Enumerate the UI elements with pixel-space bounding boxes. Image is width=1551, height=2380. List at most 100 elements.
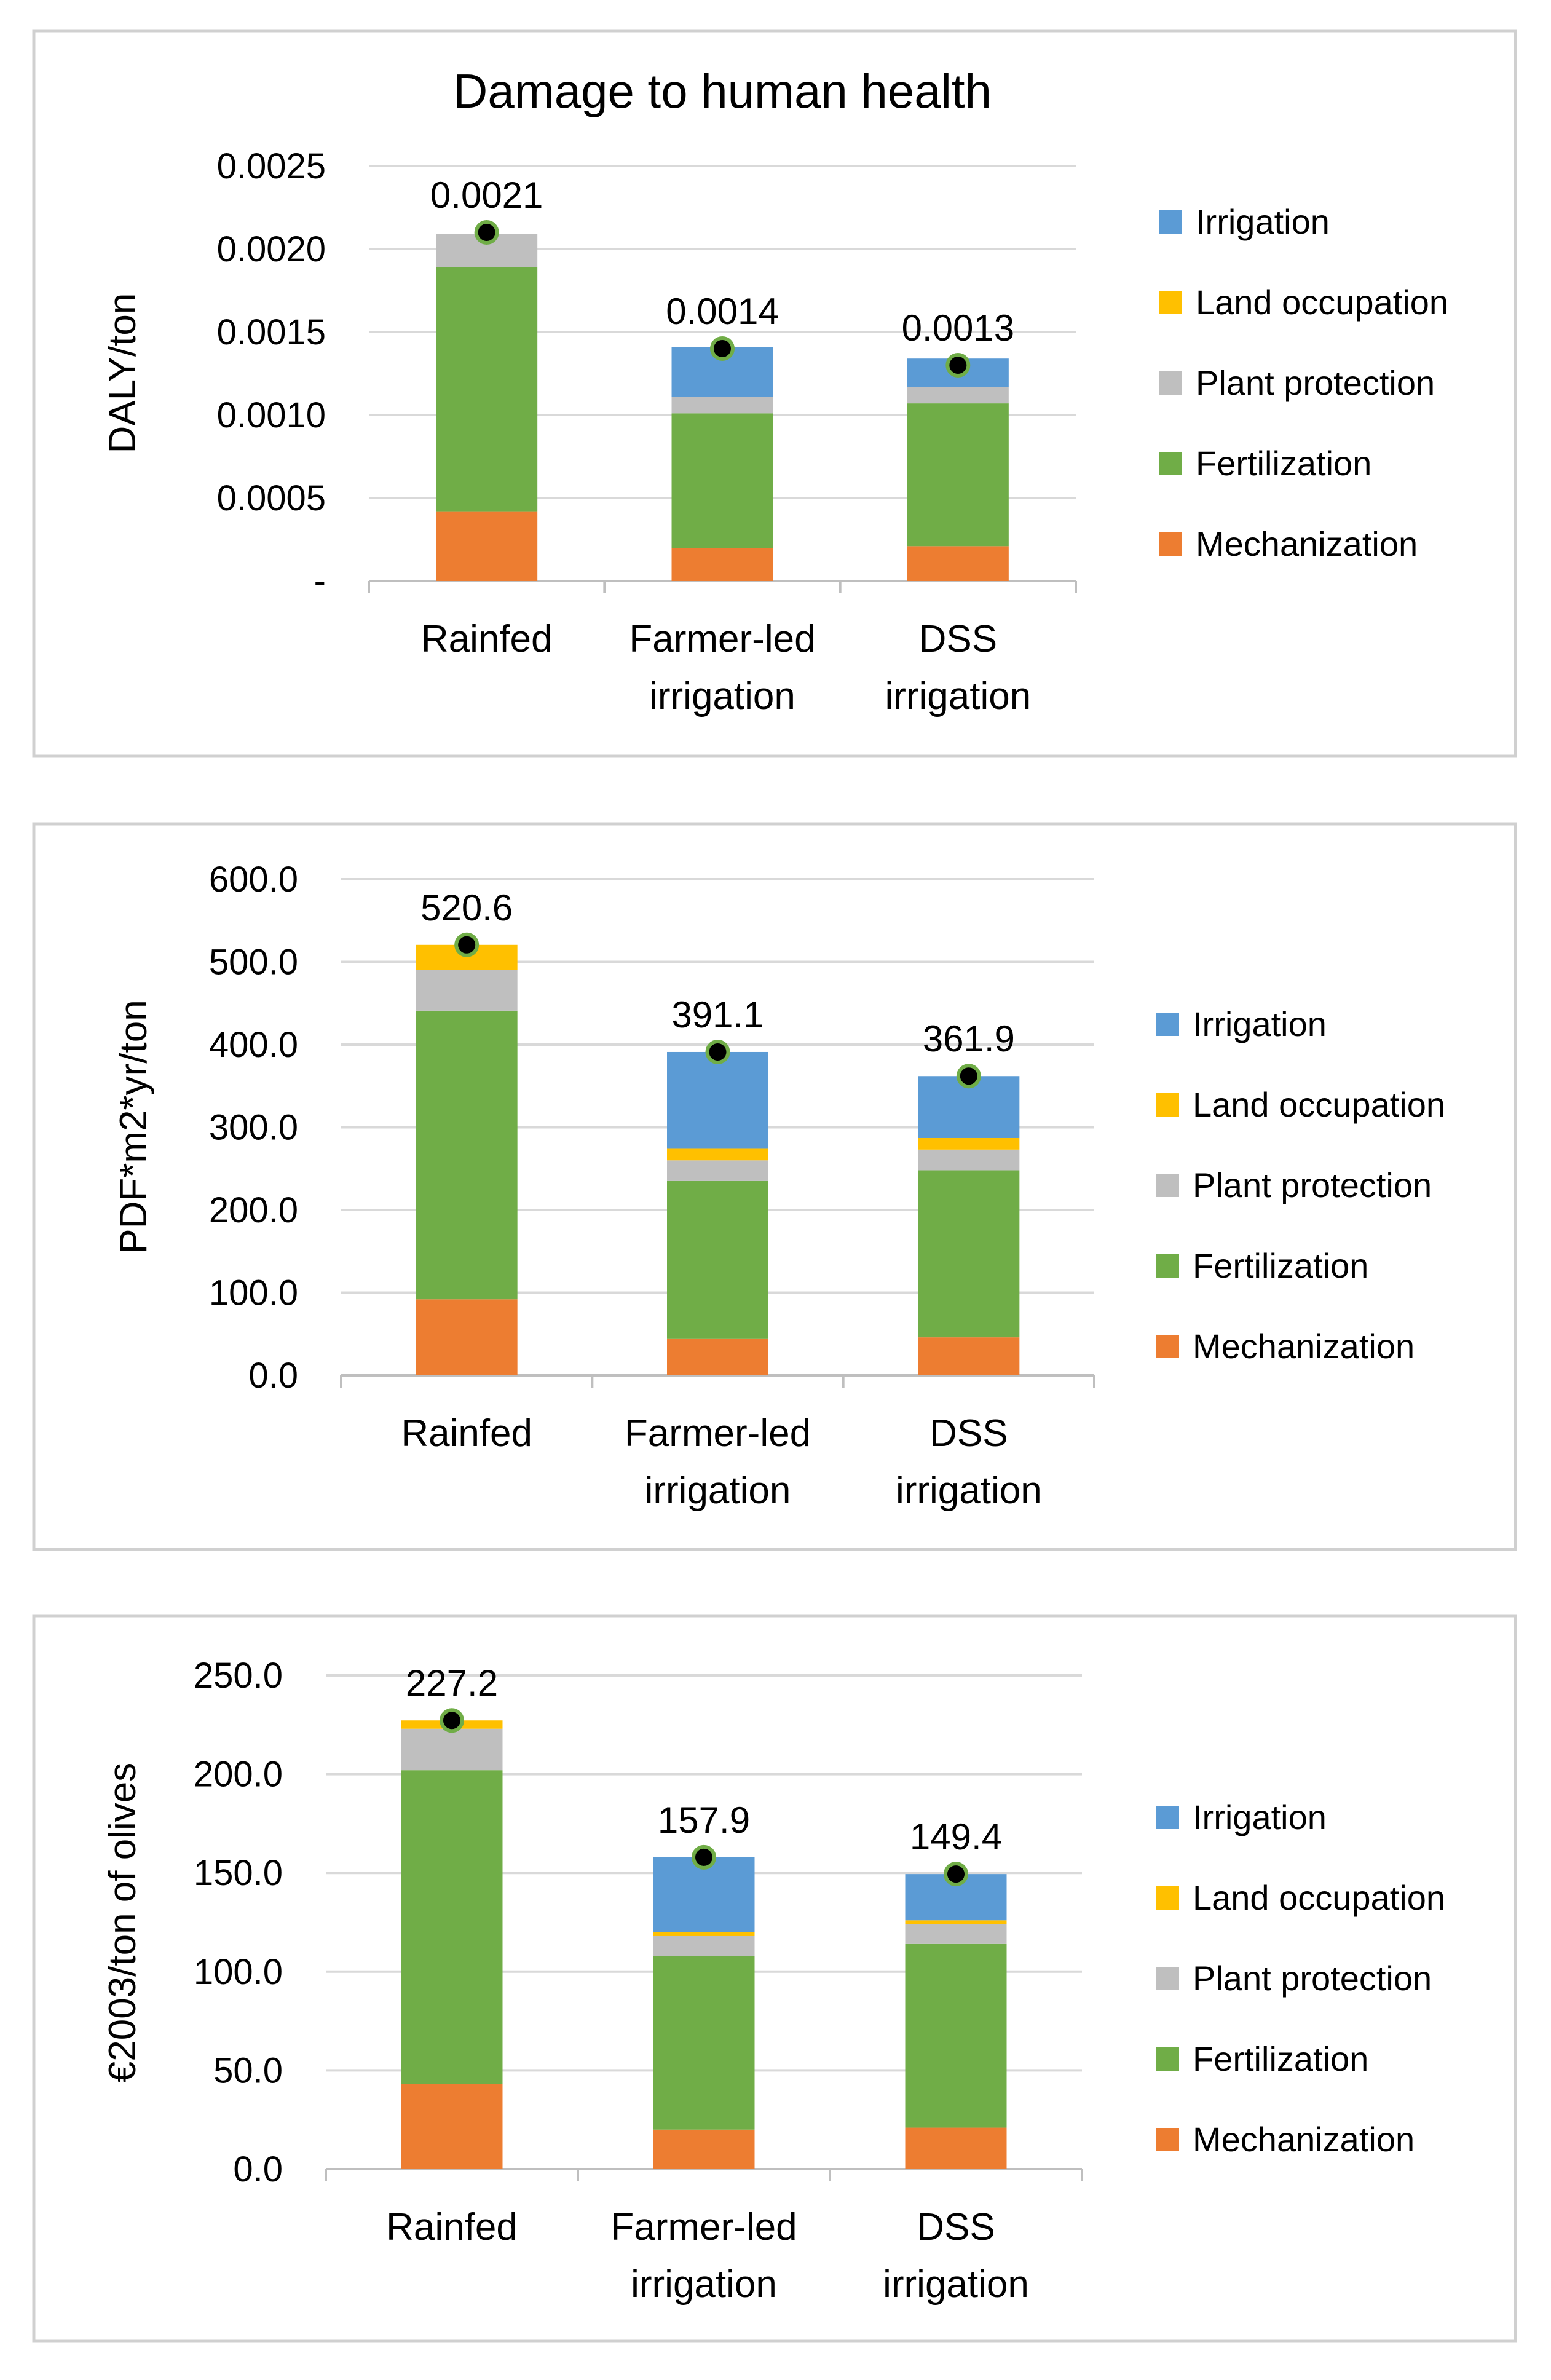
total-marker	[944, 1862, 968, 1887]
legend-swatch-land-occupation	[1156, 1886, 1179, 1910]
legend-label-mechanization: Mechanization	[1193, 2120, 1415, 2159]
chart-frame	[32, 822, 1517, 1551]
y-tick-label: 0.0	[248, 1356, 298, 1396]
x-category-label: Farmer-led	[629, 618, 815, 660]
total-data-label: 520.6	[420, 887, 513, 928]
y-tick-label: 200.0	[194, 1755, 283, 1795]
chart-panel-1: Damage to human health - 0.0005 0.0010 0.001…	[32, 29, 1517, 758]
bar-mechanization-dss-irrigation	[905, 2127, 1007, 2169]
x-category-label: Farmer-led	[625, 1412, 811, 1455]
x-category-label: Rainfed	[386, 2206, 518, 2248]
y-tick-label: -	[314, 561, 326, 601]
legend-swatch-irrigation	[1156, 1013, 1179, 1036]
total-marker	[945, 353, 971, 378]
bar-mechanization-farmer-led-irrigation	[653, 2129, 755, 2169]
bar-mechanization-dss-irrigation	[918, 1337, 1020, 1375]
chart-title: Damage to human health	[453, 64, 992, 118]
legend-label-mechanization: Mechanization	[1196, 524, 1418, 563]
legend-swatch-mechanization	[1156, 2128, 1179, 2151]
y-tick-label: 200.0	[209, 1190, 298, 1230]
total-marker	[440, 1708, 464, 1733]
y-tick-label: 150.0	[194, 1853, 283, 1893]
legend-label-land-occupation: Land occupation	[1196, 283, 1448, 322]
chart-frame	[32, 1614, 1517, 2343]
x-category-label: DSS	[929, 1412, 1008, 1455]
total-data-label: 0.0013	[902, 307, 1015, 349]
bar-plant-protection-dss-irrigation	[907, 387, 1009, 404]
y-tick-label: 0.0005	[217, 478, 326, 518]
chart-frame	[32, 29, 1517, 758]
legend-label-irrigation: Irrigation	[1196, 202, 1330, 241]
y-tick-label: 400.0	[209, 1025, 298, 1065]
total-data-label: 361.9	[923, 1018, 1015, 1059]
bar-fertilization-dss-irrigation	[918, 1170, 1020, 1338]
y-tick-label: 0.0015	[217, 312, 326, 352]
total-marker	[956, 1064, 981, 1089]
total-marker	[692, 1844, 716, 1870]
bar-plant-protection-rainfed	[401, 1728, 503, 1771]
y-axis-title: DALY/ton	[101, 293, 144, 454]
bar-land-occupation-farmer-led-irrigation	[667, 1148, 768, 1161]
bar-mechanization-farmer-led-irrigation	[667, 1338, 768, 1375]
y-tick-label: 0.0010	[217, 395, 326, 435]
legend-swatch-mechanization	[1159, 532, 1182, 556]
chart-panel-2: 0.0 100.0 200.0 300.0 400.0 500.0 600.0 PDF*m2*…	[32, 822, 1517, 1551]
y-tick-label: 100.0	[209, 1273, 298, 1313]
legend-label-irrigation: Irrigation	[1193, 1005, 1327, 1043]
y-tick-label: 0.0	[233, 2149, 283, 2189]
y-tick-label: 100.0	[194, 1952, 283, 1992]
bar-fertilization-rainfed	[416, 1010, 518, 1300]
bar-plant-protection-rainfed	[416, 970, 518, 1011]
legend-label-mechanization: Mechanization	[1193, 1327, 1415, 1366]
total-marker	[474, 220, 499, 245]
total-data-label: 227.2	[406, 1662, 498, 1704]
total-data-label: 0.0014	[666, 291, 779, 332]
chart-panel-3: 0.0 50.0 100.0 150.0 200.0 250.0 €2003/ton of …	[32, 1614, 1517, 2343]
legend-label-irrigation: Irrigation	[1193, 1798, 1327, 1836]
bar-plant-protection-dss-irrigation	[918, 1149, 1020, 1171]
bar-irrigation-farmer-led-irrigation	[653, 1857, 755, 1932]
y-axis-title: €2003/ton of olives	[101, 1763, 144, 2083]
legend-swatch-land-occupation	[1159, 291, 1182, 314]
legend-label-plant-protection: Plant protection	[1193, 1959, 1432, 1998]
legend-swatch-fertilization	[1159, 452, 1182, 475]
bar-plant-protection-farmer-led-irrigation	[671, 397, 773, 414]
legend-label-fertilization: Fertilization	[1193, 2039, 1368, 2078]
x-category-label: irrigation	[883, 2263, 1029, 2306]
legend-label-land-occupation: Land occupation	[1193, 1878, 1445, 1917]
y-tick-label: 500.0	[209, 943, 298, 982]
y-tick-label: 0.0025	[217, 146, 326, 186]
bar-plant-protection-farmer-led-irrigation	[667, 1160, 768, 1181]
legend-label-plant-protection: Plant protection	[1193, 1166, 1432, 1204]
bar-plant-protection-farmer-led-irrigation	[653, 1935, 755, 1956]
x-category-label: DSS	[917, 2206, 995, 2248]
legend-swatch-mechanization	[1156, 1335, 1179, 1358]
bar-land-occupation-dss-irrigation	[918, 1137, 1020, 1150]
x-category-label: Rainfed	[401, 1412, 532, 1455]
x-category-label: irrigation	[885, 675, 1031, 718]
legend-swatch-irrigation	[1159, 210, 1182, 234]
y-tick-label: 0.0020	[217, 229, 326, 269]
x-category-label: irrigation	[649, 675, 795, 718]
total-data-label: 391.1	[671, 994, 764, 1035]
legend-label-fertilization: Fertilization	[1193, 1246, 1368, 1285]
legend-label-land-occupation: Land occupation	[1193, 1085, 1445, 1124]
total-marker	[454, 932, 480, 957]
total-marker	[710, 336, 735, 361]
x-category-label: irrigation	[896, 1469, 1042, 1512]
legend-swatch-plant-protection	[1156, 1174, 1179, 1197]
legend-swatch-fertilization	[1156, 1254, 1179, 1278]
bar-mechanization-rainfed	[416, 1299, 518, 1375]
x-category-label: Farmer-led	[610, 2206, 797, 2248]
bar-fertilization-farmer-led-irrigation	[653, 1956, 755, 2130]
bar-fertilization-dss-irrigation	[907, 403, 1009, 547]
legend-label-plant-protection: Plant protection	[1196, 363, 1435, 402]
bar-mechanization-farmer-led-irrigation	[671, 548, 773, 581]
bar-fertilization-rainfed	[401, 1770, 503, 2084]
legend-label-fertilization: Fertilization	[1196, 444, 1371, 483]
total-marker	[705, 1039, 730, 1064]
legend-swatch-fertilization	[1156, 2047, 1179, 2071]
x-category-label: irrigation	[631, 2263, 777, 2306]
